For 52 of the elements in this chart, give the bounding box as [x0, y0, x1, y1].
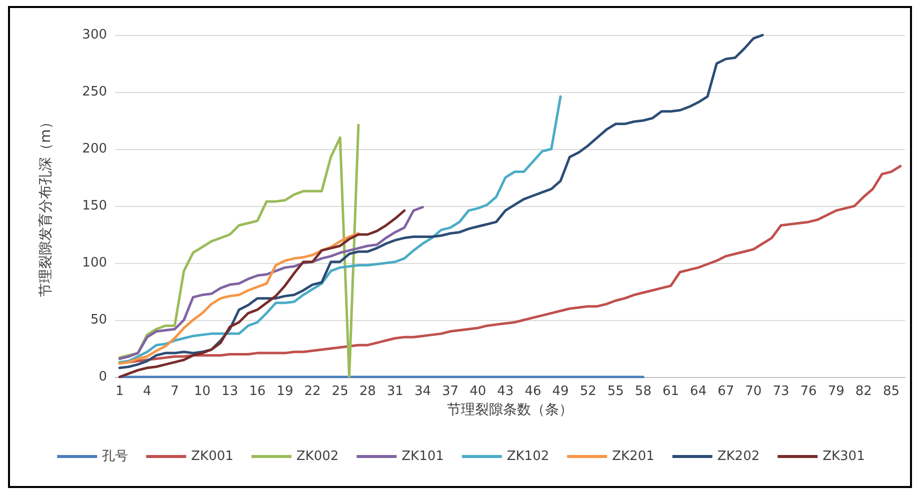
x-tick-label: 19 — [276, 384, 294, 399]
x-tick-label: 28 — [359, 384, 376, 399]
line-series — [118, 232, 360, 365]
y-tick-label: 250 — [82, 84, 107, 100]
x-tick-label: 7 — [170, 384, 179, 399]
y-axis-title: 节理裂隙发育分布孔深（m） — [37, 115, 54, 297]
x-tick-label: 79 — [828, 384, 844, 399]
x-tick-label: 55 — [607, 384, 624, 399]
x-tick-label: 40 — [470, 384, 486, 399]
line-series — [118, 206, 424, 360]
x-tick-label: 25 — [332, 384, 348, 399]
y-tick-label: 300 — [82, 28, 107, 42]
line-series — [118, 209, 406, 378]
legend-label: ZK202 — [717, 449, 760, 464]
y-tick-label: 200 — [82, 142, 107, 156]
legend-label: ZK201 — [612, 449, 654, 464]
x-tick-label: 43 — [497, 384, 514, 399]
line-series — [118, 34, 764, 370]
x-tick-label: 67 — [718, 384, 734, 399]
legend-label: 孔号 — [102, 449, 128, 464]
x-tick-label: 58 — [634, 384, 652, 399]
x-tick-label: 37 — [442, 384, 459, 399]
x-tick-label: 4 — [143, 384, 152, 399]
legend-label: ZK301 — [822, 449, 865, 464]
x-tick-label: 61 — [662, 384, 680, 399]
x-tick-label: 82 — [855, 384, 872, 399]
x-tick-label: 49 — [552, 384, 569, 399]
y-tick-label: 50 — [90, 312, 107, 328]
x-tick-label: 22 — [304, 384, 321, 399]
line-series — [118, 95, 562, 364]
y-tick-label: 0 — [98, 370, 107, 384]
x-tick-label: 46 — [524, 384, 542, 399]
y-tick-label: 100 — [82, 256, 107, 270]
x-tick-label: 31 — [386, 384, 404, 399]
legend-label: ZK002 — [296, 449, 339, 464]
x-tick-label: 85 — [882, 384, 900, 399]
legend-label: ZK102 — [506, 449, 550, 464]
legend-label: ZK101 — [402, 449, 444, 464]
x-tick-label: 13 — [222, 384, 238, 399]
x-tick-label: 10 — [194, 384, 211, 399]
x-tick-label: 76 — [800, 384, 817, 399]
x-axis-title: 节理裂隙条数（条） — [447, 402, 573, 418]
y-tick-label: 150 — [82, 198, 107, 214]
x-tick-label: 1 — [115, 384, 124, 399]
x-tick-label: 70 — [745, 384, 762, 399]
x-tick-label: 64 — [690, 384, 707, 399]
x-tick-label: 73 — [772, 384, 790, 399]
legend-label: ZK001 — [191, 449, 234, 464]
x-tick-label: 16 — [249, 384, 266, 399]
x-tick-label: 52 — [580, 384, 596, 399]
line-series — [118, 124, 360, 378]
x-tick-label: 34 — [414, 384, 432, 399]
